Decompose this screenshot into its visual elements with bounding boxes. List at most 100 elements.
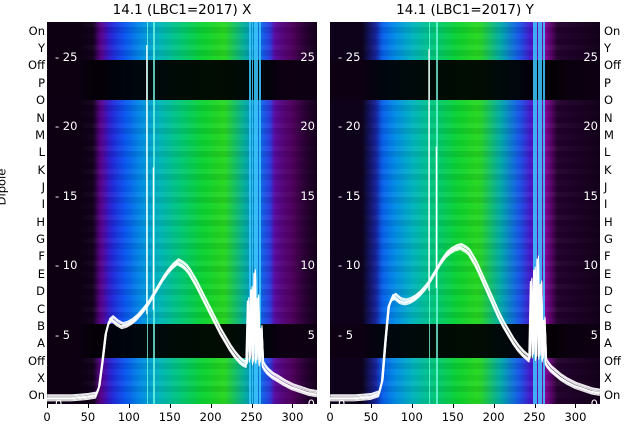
inner-y-label-left-25-start: - 25 — [55, 49, 78, 64]
inner-y-label-right-5-end: 5 — [590, 327, 598, 342]
category-label-off-right-19: Off — [604, 353, 621, 368]
category-label-o-right-4: O — [604, 93, 614, 108]
category-label-j-right-9: J — [604, 179, 608, 194]
x-tick-left-100 — [128, 404, 130, 408]
inner-y-label-left-20-start: - 20 — [55, 119, 78, 134]
inner-y-label-right-10-end: 10 — [583, 258, 598, 273]
rfi-column-6 — [258, 22, 261, 404]
category-label-g-left-12: G — [36, 232, 45, 247]
inner-y-label-right-5-start: - 5 — [338, 327, 354, 342]
category-label-on-left-0: On — [28, 23, 45, 38]
heatmap-panel-right[interactable]: - 25 25 - 20 20 - 15 15 - 10 10 - 5 5 0 0 — [330, 22, 600, 404]
category-axis-right: On Y Off P O N M L K J I H G F E D C B A Off X On — [600, 22, 640, 404]
rfi-column-1 — [436, 22, 438, 404]
rfi-column-5 — [540, 22, 543, 404]
x-tick-label-left-200: 200 — [199, 410, 222, 424]
x-tick-label-right-300: 300 — [564, 410, 587, 424]
category-label-m-right-6: M — [604, 127, 614, 142]
x-tick-label-left-100: 100 — [117, 410, 140, 424]
category-label-a-right-18: A — [604, 336, 612, 351]
x-tick-right-200 — [493, 404, 495, 408]
trace-line-5 — [47, 258, 317, 396]
x-tick-label-right-100: 100 — [400, 410, 423, 424]
inner-y-label-right-25-end: 25 — [583, 49, 598, 64]
category-label-l-right-7: L — [604, 145, 611, 160]
heatmap-panel-left[interactable]: - 25 25 - 20 20 - 15 15 - 10 10 - 5 5 0 0 — [47, 22, 317, 404]
category-label-n-left-5: N — [36, 110, 45, 125]
inner-y-label-right-10-start: - 10 — [338, 258, 361, 273]
inner-y-label-left-15-end: 15 — [300, 188, 315, 203]
category-label-l-left-7: L — [38, 145, 45, 160]
category-label-on-right-0: On — [604, 23, 621, 38]
inner-y-label-right-25-start: - 25 — [338, 49, 361, 64]
inner-y-label-right-20-start: - 20 — [338, 119, 361, 134]
category-label-n-right-5: N — [604, 110, 613, 125]
category-label-h-left-11: H — [36, 214, 45, 229]
rfi-column-3 — [535, 22, 538, 404]
category-label-f-right-13: F — [604, 249, 611, 264]
category-label-c-left-16: C — [36, 301, 45, 316]
category-label-g-right-12: G — [604, 232, 613, 247]
category-label-b-right-17: B — [604, 318, 612, 333]
x-tick-label-right-150: 150 — [441, 410, 464, 424]
x-tick-left-250 — [251, 404, 253, 408]
trace-line-1 — [47, 260, 317, 398]
category-label-i-right-10: I — [604, 197, 608, 212]
x-tick-label-left-300: 300 — [281, 410, 304, 424]
category-label-x-right-20: X — [604, 370, 612, 385]
rfi-column-2 — [532, 22, 535, 404]
x-tick-right-300 — [575, 404, 577, 408]
x-tick-label-left-150: 150 — [158, 410, 181, 424]
inner-y-label-left-10-start: - 10 — [55, 258, 78, 273]
category-label-on-left-21: On — [28, 388, 45, 403]
x-tick-left-150 — [169, 404, 171, 408]
category-label-f-left-13: F — [38, 249, 45, 264]
category-label-h-right-11: H — [604, 214, 613, 229]
inner-y-label-left-0-start: 0 — [55, 397, 63, 404]
category-label-off-right-2: Off — [604, 58, 621, 73]
category-label-e-right-14: E — [604, 266, 612, 281]
trace-line-3 — [47, 259, 317, 397]
band-edge-shade-0 — [330, 22, 384, 404]
rfi-column-2 — [249, 22, 251, 404]
heatmap-image-left — [47, 22, 317, 404]
x-tick-right-0 — [330, 404, 331, 408]
x-tick-label-right-50: 50 — [363, 410, 379, 424]
category-label-off-left-2: Off — [28, 58, 45, 73]
category-label-y-left-1: Y — [37, 41, 45, 56]
rfi-column-0 — [146, 22, 149, 404]
category-label-e-left-14: E — [37, 266, 45, 281]
rfi-column-5 — [256, 22, 259, 404]
category-label-p-right-3: P — [604, 75, 611, 90]
x-tick-right-250 — [534, 404, 536, 408]
band-edge-shade-1 — [269, 22, 317, 404]
category-label-k-left-8: K — [37, 162, 45, 177]
category-label-b-left-17: B — [37, 318, 45, 333]
x-tick-label-left-0: 0 — [43, 410, 51, 424]
x-tick-left-50 — [87, 404, 89, 408]
inner-y-label-left-0-end: 0 — [307, 397, 315, 404]
trace-line-4 — [330, 248, 600, 402]
rfi-column-6 — [542, 22, 545, 404]
inner-y-label-left-5-start: - 5 — [55, 327, 71, 342]
trace-line-0 — [330, 246, 600, 400]
x-tick-left-300 — [292, 404, 294, 408]
category-axis-left: On Y Off P O N M L K J I H G F E D C B A Off X On — [3, 22, 47, 404]
trace-line-4 — [47, 264, 317, 402]
category-label-m-left-6: M — [35, 127, 45, 142]
inner-y-label-left-20-end: 20 — [300, 119, 315, 134]
category-label-a-left-18: A — [37, 336, 45, 351]
category-label-k-right-8: K — [604, 162, 612, 177]
x-tick-label-right-0: 0 — [326, 410, 334, 424]
category-label-c-right-16: C — [604, 301, 613, 316]
x-tick-right-50 — [370, 404, 372, 408]
inner-y-label-right-15-start: - 15 — [338, 188, 361, 203]
category-label-i-left-10: I — [41, 197, 45, 212]
rfi-column-3 — [251, 22, 254, 404]
inner-y-label-right-0-end: 0 — [590, 397, 598, 404]
x-tick-left-0 — [47, 404, 48, 408]
x-tick-label-left-50: 50 — [80, 410, 96, 424]
inner-y-label-left-25-end: 25 — [300, 49, 315, 64]
x-tick-label-left-250: 250 — [240, 410, 263, 424]
category-label-d-right-15: D — [604, 284, 613, 299]
